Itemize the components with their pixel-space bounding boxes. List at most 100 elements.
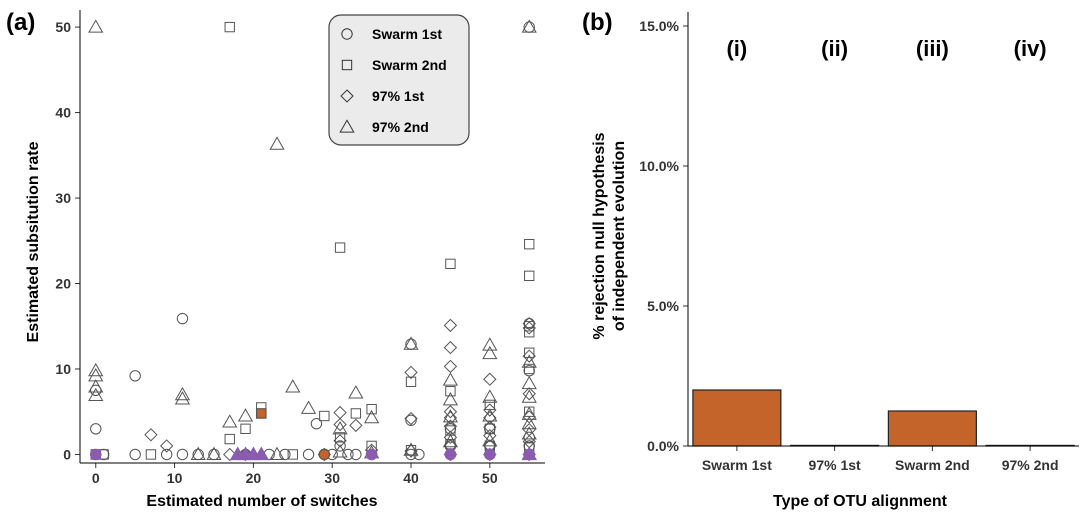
data-point-triangle: [482, 408, 498, 422]
data-point-circle: [302, 448, 315, 461]
legend-key-circle: [341, 28, 353, 40]
y-tick-label: 10: [55, 361, 71, 377]
panel-a-letter: (a): [6, 9, 35, 36]
data-point-square: [524, 327, 535, 338]
data-point-triangle: [403, 442, 419, 456]
data-point-triangle: [442, 372, 459, 386]
data-point-diamond: [443, 318, 458, 333]
data-point-circle: [405, 448, 417, 461]
bar-swarm-1st: [692, 389, 782, 447]
data-point-triangle: [285, 379, 301, 393]
panel-annotation: (iii): [916, 36, 949, 61]
y-tick-label: 15.0%: [639, 18, 679, 34]
legend-key-triangle: [339, 119, 355, 133]
data-point-square: [319, 410, 330, 422]
data-point-triangle: [300, 400, 317, 414]
data-point-circle: [334, 440, 346, 452]
data-point-triangle: [88, 362, 104, 377]
data-point-diamond: [333, 434, 347, 448]
data-point-circle: [176, 448, 189, 461]
data-point-circle: [310, 417, 323, 430]
x-tick-label: 10: [167, 470, 183, 486]
panel-b-bar: (b) 0.0% 5.0% 10.0% 15.0% Swarm 1st 97% 1st Sw…: [582, 9, 1079, 510]
data-point-circle: [129, 448, 141, 461]
highlighted-point-square: [255, 408, 267, 419]
data-point-diamond: [333, 405, 347, 420]
data-point-diamond: [443, 340, 458, 355]
y-tick-label: 0.0%: [647, 438, 679, 454]
legend-label: 97% 2nd: [372, 119, 429, 135]
legend-key-diamond: [340, 89, 354, 103]
data-point-square: [145, 449, 157, 460]
data-point-triangle: [348, 385, 364, 399]
data-point-circle: [405, 414, 417, 426]
y-axis-title-line-1: % rejection null hypothesis: [591, 132, 608, 339]
data-point-diamond: [404, 444, 418, 458]
data-point-square: [366, 403, 377, 415]
highlighted-point-square: [90, 449, 102, 460]
highlighted-point-circle: [365, 448, 378, 461]
x-axis-title: Estimated number of switches: [146, 493, 377, 510]
data-point-square: [524, 270, 535, 281]
data-point-square: [445, 386, 456, 397]
data-point-triangle: [363, 409, 380, 424]
data-point-triangle: [88, 19, 104, 33]
x-tick-label: 50: [482, 470, 498, 486]
data-point-square: [484, 399, 496, 411]
data-point-square: [524, 239, 535, 250]
data-point-diamond: [443, 411, 458, 425]
data-point-diamond: [349, 418, 363, 433]
data-point-triangle: [88, 368, 104, 382]
data-point-circle: [90, 423, 102, 435]
data-point-diamond: [443, 405, 458, 419]
data-point-diamond: [443, 419, 458, 433]
data-point-diamond: [333, 417, 347, 432]
data-point-square: [224, 21, 235, 33]
data-point-diamond: [483, 372, 497, 386]
data-point-triangle: [442, 409, 459, 423]
data-point-diamond: [144, 428, 158, 442]
data-point-square: [224, 433, 235, 445]
data-point-triangle: [190, 446, 206, 461]
data-point-triangle: [521, 406, 537, 420]
data-point-square: [334, 432, 346, 443]
data-point-triangle: [332, 444, 348, 458]
y-tick-label: 0: [63, 446, 71, 462]
highlighted-point-diamond: [483, 447, 497, 462]
x-tick-label: 30: [324, 470, 340, 486]
data-point-square: [240, 423, 251, 434]
data-point-triangle: [521, 426, 537, 440]
data-point-diamond: [483, 428, 497, 443]
data-point-diamond: [223, 447, 237, 462]
data-point-diamond: [483, 403, 497, 417]
data-point-triangle: [482, 337, 498, 351]
legend-label: Swarm 2nd: [372, 57, 447, 73]
legend-box: [328, 14, 470, 146]
data-point-circle: [176, 312, 189, 325]
highlighted-point-triangle: [521, 446, 538, 461]
data-point-triangle: [521, 19, 537, 33]
y-tick-label: 20: [55, 276, 71, 292]
highlighted-point-diamond: [443, 447, 458, 462]
panel-a-scatter: (a) 0 10 20 30 40 50 0 10 20 30 40 50 Estimated num…: [6, 9, 545, 510]
data-point-triangle: [482, 389, 498, 403]
x-tick-label: Swarm 2nd: [895, 457, 970, 473]
y-tick-label: 30: [55, 190, 71, 206]
legend: Swarm 1st Swarm 2nd 97% 1st 97% 2nd: [328, 14, 470, 146]
data-point-diamond: [522, 349, 536, 363]
panel-annotation: (i): [726, 36, 747, 61]
panel-annotation: (iv): [1014, 36, 1047, 61]
bar-swarm-2nd: [887, 410, 977, 447]
legend-label: 97% 1st: [372, 88, 424, 104]
x-tick-label: Swarm 1st: [702, 457, 772, 473]
data-point-square: [524, 347, 535, 358]
data-point-triangle: [442, 391, 459, 406]
x-tick-label: 20: [246, 470, 262, 486]
data-point-triangle: [269, 446, 285, 461]
data-point-triangle: [174, 391, 191, 405]
legend-key-square: [341, 59, 353, 71]
highlighted-point-circle: [318, 448, 331, 461]
data-point-circle: [279, 448, 291, 461]
data-point-triangle: [174, 386, 191, 401]
